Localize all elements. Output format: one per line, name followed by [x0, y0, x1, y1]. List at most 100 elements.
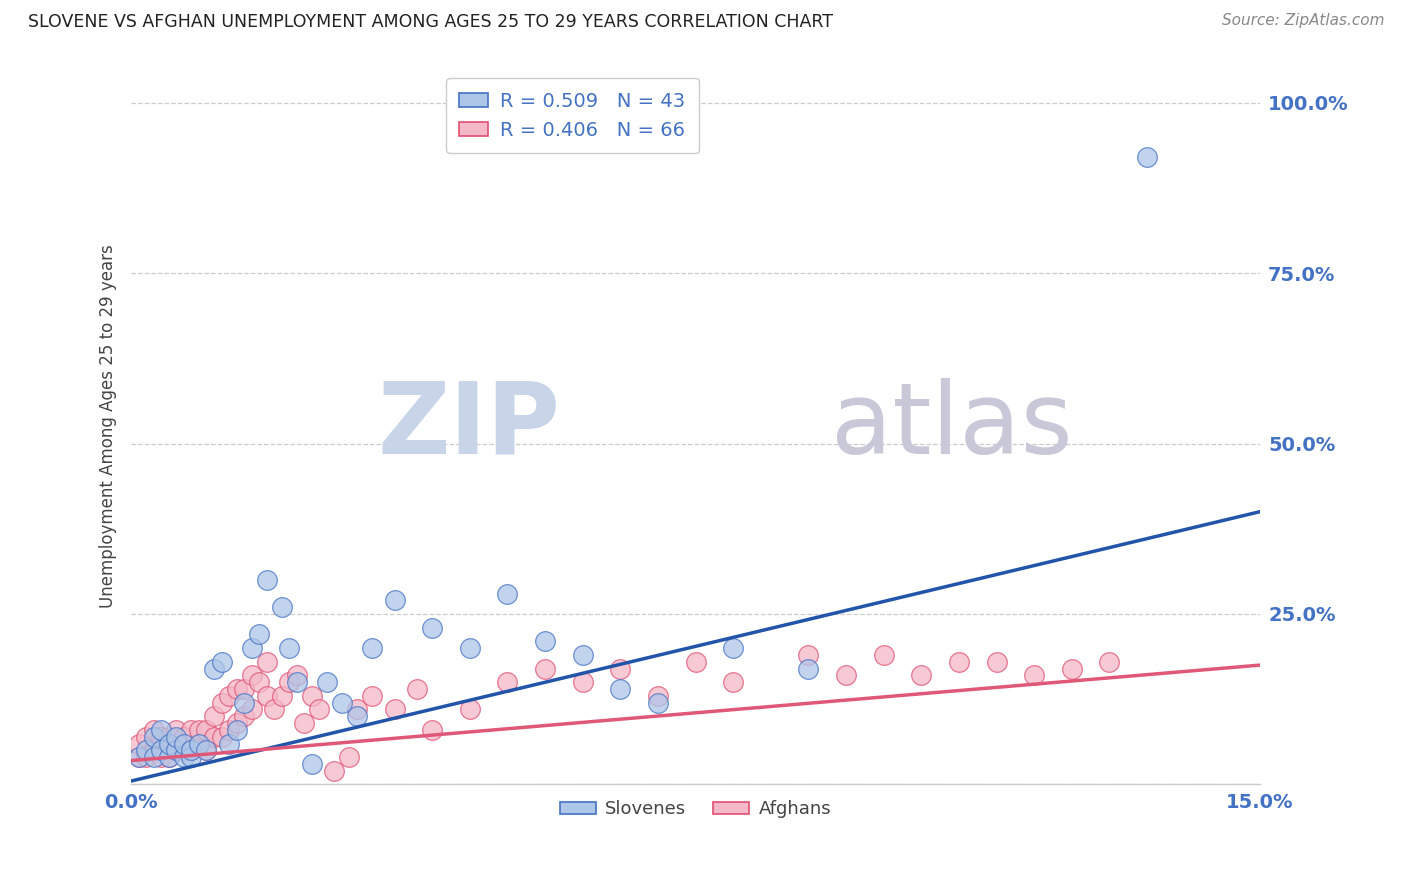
Point [218, 723, 240, 737]
Point [384, 702, 406, 716]
Point [233, 696, 256, 710]
Point [721, 675, 744, 690]
Point [173, 743, 195, 757]
Point [225, 723, 247, 737]
Point [188, 723, 211, 737]
Point [361, 689, 384, 703]
Point [256, 689, 278, 703]
Point [165, 743, 187, 757]
Point [135, 730, 157, 744]
Point [240, 702, 263, 716]
Point [157, 730, 180, 744]
Point [150, 743, 173, 757]
Point [195, 743, 218, 757]
Point [496, 586, 519, 600]
Point [420, 723, 443, 737]
Point [180, 723, 202, 737]
Point [458, 702, 481, 716]
Point [458, 641, 481, 656]
Text: ZIP: ZIP [377, 378, 560, 475]
Point [609, 681, 631, 696]
Point [910, 668, 932, 682]
Point [1098, 655, 1121, 669]
Point [361, 641, 384, 656]
Point [270, 600, 292, 615]
Point [157, 750, 180, 764]
Point [308, 702, 330, 716]
Point [534, 661, 557, 675]
Point [142, 743, 165, 757]
Point [1136, 150, 1159, 164]
Point [165, 723, 187, 737]
Point [240, 641, 263, 656]
Point [346, 709, 368, 723]
Point [188, 737, 211, 751]
Point [202, 709, 225, 723]
Point [685, 655, 707, 669]
Point [797, 648, 820, 662]
Point [150, 730, 173, 744]
Point [330, 696, 353, 710]
Point [278, 675, 301, 690]
Point [647, 696, 669, 710]
Point [128, 750, 150, 764]
Point [233, 681, 256, 696]
Point [180, 743, 202, 757]
Point [173, 737, 195, 751]
Point [339, 750, 361, 764]
Point [301, 689, 323, 703]
Point [142, 750, 165, 764]
Point [571, 648, 593, 662]
Point [406, 681, 429, 696]
Text: atlas: atlas [831, 378, 1073, 475]
Point [128, 737, 150, 751]
Point [315, 675, 337, 690]
Point [135, 743, 157, 757]
Point [157, 750, 180, 764]
Point [346, 702, 368, 716]
Point [256, 655, 278, 669]
Point [647, 689, 669, 703]
Point [142, 730, 165, 744]
Point [211, 696, 233, 710]
Point [195, 743, 218, 757]
Point [142, 723, 165, 737]
Point [180, 743, 202, 757]
Point [247, 627, 270, 641]
Point [420, 621, 443, 635]
Point [263, 702, 285, 716]
Point [135, 750, 157, 764]
Point [247, 675, 270, 690]
Point [211, 655, 233, 669]
Point [128, 750, 150, 764]
Point [173, 750, 195, 764]
Point [721, 641, 744, 656]
Point [180, 750, 202, 764]
Point [285, 668, 308, 682]
Text: Source: ZipAtlas.com: Source: ZipAtlas.com [1222, 13, 1385, 29]
Point [496, 675, 519, 690]
Point [571, 675, 593, 690]
Point [157, 737, 180, 751]
Point [1060, 661, 1083, 675]
Point [797, 661, 820, 675]
Point [150, 750, 173, 764]
Point [285, 675, 308, 690]
Point [986, 655, 1008, 669]
Point [256, 573, 278, 587]
Point [188, 737, 211, 751]
Point [165, 730, 187, 744]
Point [301, 756, 323, 771]
Point [211, 730, 233, 744]
Point [835, 668, 858, 682]
Point [609, 661, 631, 675]
Point [218, 737, 240, 751]
Point [948, 655, 970, 669]
Y-axis label: Unemployment Among Ages 25 to 29 years: Unemployment Among Ages 25 to 29 years [100, 244, 117, 608]
Point [1024, 668, 1046, 682]
Point [202, 661, 225, 675]
Legend: Slovenes, Afghans: Slovenes, Afghans [553, 793, 838, 825]
Point [292, 716, 315, 731]
Point [195, 723, 218, 737]
Point [323, 764, 346, 778]
